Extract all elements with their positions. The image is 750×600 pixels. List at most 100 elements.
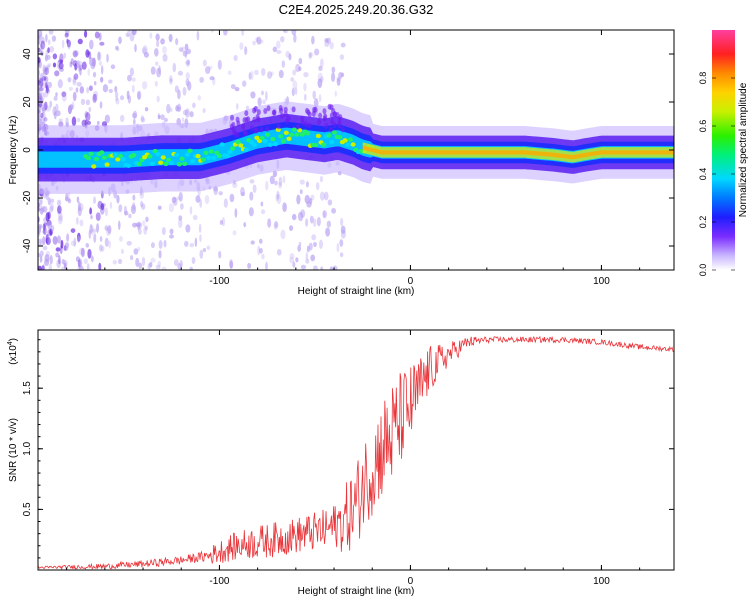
spectral-noise-blob xyxy=(149,261,153,268)
spectral-noise-blob xyxy=(53,95,58,101)
spectral-noise-blob xyxy=(313,218,317,228)
spectral-noise-blob xyxy=(135,257,140,268)
spectral-noise-blob xyxy=(158,240,163,249)
spectral-noise-blob xyxy=(42,235,46,246)
snr-panel: -100 0 100 0.5 1.0 1.5 Height of straight lin… xyxy=(7,329,675,597)
spectral-noise-blob xyxy=(229,259,233,269)
spectral-noise-blob xyxy=(254,69,259,76)
spectral-noise-blob xyxy=(295,257,299,263)
spectral-noise-blob xyxy=(49,228,53,236)
spectral-noise-blob xyxy=(137,246,141,252)
spectral-noise-blob xyxy=(199,234,202,243)
spectral-ridge-blob xyxy=(160,155,166,160)
spectral-noise-blob xyxy=(252,40,256,46)
spectral-noise-blob xyxy=(86,263,90,270)
spectrogram-image xyxy=(38,30,674,270)
spectral-noise-blob xyxy=(311,234,317,241)
spectral-noise-blob xyxy=(90,225,94,236)
spectral-noise-blob xyxy=(307,122,312,129)
spectral-noise-blob xyxy=(331,66,336,73)
spectral-noise-blob xyxy=(39,43,43,54)
spectral-noise-blob xyxy=(75,61,80,69)
spectral-noise-blob xyxy=(79,67,82,76)
spectral-noise-blob xyxy=(211,30,214,33)
spectral-noise-blob xyxy=(177,70,184,76)
spectral-noise-blob xyxy=(189,111,194,118)
spectral-noise-blob xyxy=(313,241,317,248)
spectral-noise-blob xyxy=(57,205,62,214)
spectral-noise-blob xyxy=(150,257,156,263)
spectral-noise-blob xyxy=(280,112,285,119)
spectral-noise-blob xyxy=(60,239,64,249)
spectral-noise-blob xyxy=(182,86,187,96)
spectral-noise-blob xyxy=(163,239,167,248)
spectral-noise-blob xyxy=(47,47,50,54)
spectral-noise-blob xyxy=(84,30,88,38)
spectral-noise-blob xyxy=(38,121,43,127)
spectral-noise-blob xyxy=(61,39,65,49)
spectral-noise-blob xyxy=(334,90,338,97)
spectral-noise-blob xyxy=(85,99,90,106)
spectral-ridge-blob xyxy=(99,150,105,155)
colorbar-ticks: 0.0 0.2 0.4 0.6 0.8 xyxy=(698,72,735,276)
spectral-ridge-blob xyxy=(179,156,185,161)
spectral-noise-blob xyxy=(155,33,160,41)
spectral-noise-blob xyxy=(128,30,133,33)
spectral-noise-blob xyxy=(308,242,313,251)
spectral-noise-blob xyxy=(308,52,312,60)
spectral-noise-blob xyxy=(128,213,132,219)
spectral-noise-blob xyxy=(265,180,269,191)
spectral-noise-blob xyxy=(156,67,162,78)
spectral-noise-blob xyxy=(77,117,81,123)
spectral-noise-blob xyxy=(194,237,198,248)
spectral-noise-blob xyxy=(98,60,103,66)
spectral-noise-blob xyxy=(169,78,173,83)
spectral-noise-blob xyxy=(50,225,55,232)
spectral-noise-blob xyxy=(110,64,116,70)
spectral-ridge-blob xyxy=(267,142,273,147)
spectral-noise-blob xyxy=(233,130,238,137)
spectral-noise-blob xyxy=(282,202,287,213)
spectral-noise-blob xyxy=(39,238,44,247)
spectral-noise-blob xyxy=(276,190,280,200)
spectral-noise-blob xyxy=(257,97,262,107)
spectral-noise-blob xyxy=(43,222,47,227)
spectral-noise-blob xyxy=(140,117,146,123)
spectral-noise-blob xyxy=(49,205,54,213)
spectral-noise-blob xyxy=(38,86,41,94)
spectral-noise-blob xyxy=(292,69,297,76)
spectral-noise-blob xyxy=(72,91,77,102)
spectral-noise-blob xyxy=(38,231,41,238)
spectrogram-ylabel: Frequency (Hz) xyxy=(8,116,19,185)
spectral-noise-blob xyxy=(298,66,302,72)
spectral-noise-blob xyxy=(205,66,211,75)
spectral-noise-blob xyxy=(104,207,108,217)
spectral-noise-blob xyxy=(132,194,136,201)
spectral-noise-blob xyxy=(202,108,206,114)
spectral-noise-blob xyxy=(248,72,252,80)
spectral-noise-blob xyxy=(38,109,42,117)
spectral-noise-blob xyxy=(78,60,83,66)
spectral-noise-blob xyxy=(77,38,83,45)
spectral-noise-blob xyxy=(312,90,316,100)
spectral-noise-blob xyxy=(168,202,174,213)
spectral-noise-blob xyxy=(265,261,268,270)
spectral-noise-blob xyxy=(90,215,93,220)
spectral-noise-blob xyxy=(141,81,148,90)
spectral-noise-blob xyxy=(260,209,266,215)
spectral-ridge-blob xyxy=(350,142,356,147)
spectral-noise-blob xyxy=(178,47,184,53)
spectral-noise-blob xyxy=(300,116,305,123)
spectral-noise-blob xyxy=(61,93,67,102)
spectral-noise-blob xyxy=(39,77,44,88)
spectral-noise-blob xyxy=(116,194,120,204)
spectral-noise-blob xyxy=(261,90,264,96)
spectral-noise-blob xyxy=(217,59,222,70)
spectral-noise-blob xyxy=(288,53,292,61)
spectral-ridge-blob xyxy=(345,142,351,147)
spectral-noise-blob xyxy=(324,40,330,47)
spectral-noise-blob xyxy=(178,218,183,228)
spectral-noise-blob xyxy=(41,265,45,270)
spectral-ridge-blob xyxy=(174,152,180,158)
spectral-noise-blob xyxy=(261,253,265,260)
